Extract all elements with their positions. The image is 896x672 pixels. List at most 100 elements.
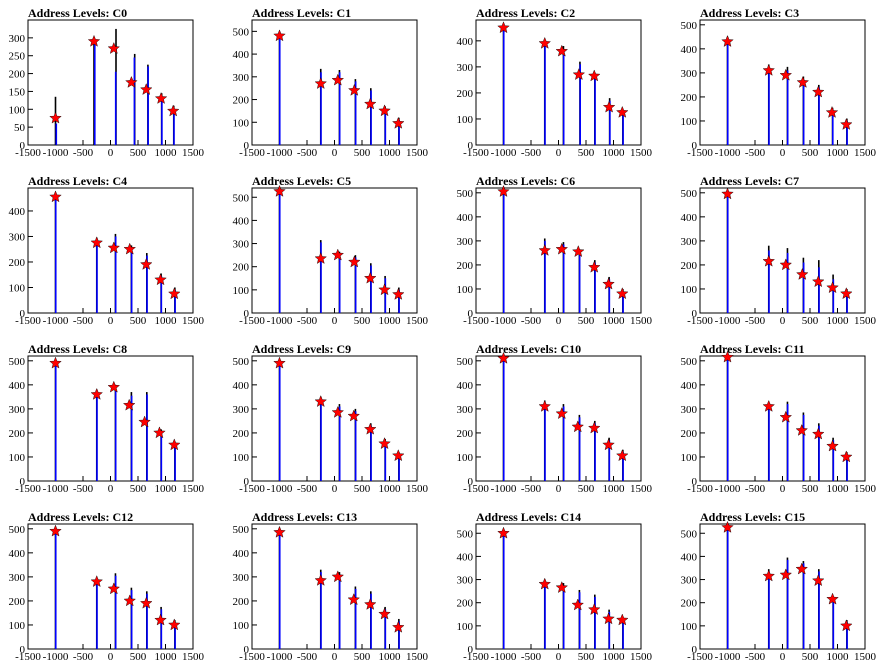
chart-title: Address Levels: C0	[28, 6, 127, 20]
bar-blue	[96, 582, 98, 649]
x-tick-label: 1000	[603, 315, 626, 327]
x-tick-label: -500	[745, 651, 766, 663]
bar-blue	[594, 423, 596, 481]
x-tick-label: -1500	[463, 315, 489, 327]
peak-marker	[314, 252, 327, 264]
x-tick-label: 1500	[630, 315, 653, 327]
peak-marker	[392, 116, 405, 129]
y-tick-label: 200	[457, 260, 474, 272]
y-tick-label: 500	[233, 192, 250, 204]
y-tick-label: 300	[681, 575, 698, 587]
x-tick-label: -500	[73, 483, 94, 495]
bar-blue	[802, 563, 805, 649]
x-tick-label: 1500	[854, 651, 877, 663]
bar-blue	[608, 611, 611, 649]
peak-marker	[168, 438, 181, 451]
peak-marker	[90, 236, 103, 249]
chart-panel: Address Levels: C4 0 100 200 300 400 -1500 -100…	[9, 174, 205, 327]
bar-blue	[786, 252, 789, 313]
peak-marker	[572, 68, 586, 80]
x-tick-label: 0	[780, 315, 786, 327]
peak-marker	[364, 97, 377, 110]
peak-marker	[812, 574, 825, 587]
x-tick-label: -1000	[267, 147, 293, 159]
bar-blue	[354, 411, 357, 481]
y-tick-label: 300	[457, 236, 474, 248]
x-tick-label: 500	[802, 483, 819, 495]
peak-marker	[538, 399, 551, 412]
y-tick-label: 50	[14, 122, 26, 134]
bar-blue	[354, 81, 357, 145]
peak-marker	[90, 575, 103, 587]
peak-marker	[49, 524, 62, 537]
peak-marker	[588, 69, 601, 82]
x-tick-label: 1000	[379, 147, 402, 159]
x-tick-label: 500	[354, 147, 371, 159]
x-tick-label: 1000	[827, 651, 850, 663]
bar-blue	[578, 417, 581, 481]
y-tick-label: 500	[681, 20, 698, 32]
peak-marker	[140, 257, 153, 270]
x-tick-label: 1500	[182, 483, 205, 495]
x-tick-label: 1500	[854, 315, 877, 327]
y-tick-label: 100	[233, 452, 250, 464]
peak-marker	[392, 620, 405, 633]
peak-marker	[273, 29, 286, 42]
peak-marker	[49, 356, 62, 369]
bar-blue	[370, 425, 372, 481]
x-tick-label: 1500	[406, 483, 429, 495]
bar-blue	[786, 70, 789, 145]
peak-marker	[826, 592, 839, 605]
peak-marker	[497, 351, 510, 364]
chart-title: Address Levels: C7	[700, 174, 799, 188]
x-tick-label: 500	[354, 483, 371, 495]
plot-frame	[27, 355, 194, 482]
peak-marker	[571, 420, 584, 433]
x-tick-label: -500	[297, 651, 318, 663]
x-tick-label: 500	[130, 147, 147, 159]
bar-blue	[578, 251, 581, 313]
x-tick-label: 0	[780, 651, 786, 663]
chart-panel: Address Levels: C14 0 100 200 300 400 500 -1500…	[457, 510, 653, 663]
peak-marker	[138, 415, 151, 428]
x-tick-label: 1500	[854, 483, 877, 495]
x-tick-label: -1500	[239, 147, 265, 159]
x-tick-label: -500	[521, 315, 542, 327]
bar-blue	[768, 250, 770, 313]
peak-marker	[154, 92, 168, 104]
y-tick-label: 300	[9, 33, 26, 45]
bar-blue	[94, 39, 96, 146]
y-tick-label: 0	[20, 308, 26, 320]
y-tick-label: 300	[233, 239, 250, 251]
y-tick-label: 200	[233, 262, 250, 274]
bar-blue	[502, 27, 505, 145]
bar-blue	[55, 123, 58, 145]
bar-blue	[338, 72, 341, 145]
bar-blue	[622, 621, 624, 649]
bar-blue	[846, 291, 848, 313]
bar-blue	[846, 454, 848, 481]
x-tick-label: 1500	[630, 651, 653, 663]
y-tick-label: 500	[233, 26, 250, 38]
bar-blue	[398, 289, 400, 313]
y-tick-label: 500	[681, 188, 698, 200]
y-tick-label: 300	[233, 572, 250, 584]
plot-frame	[699, 187, 866, 314]
y-tick-label: 0	[20, 140, 26, 152]
x-tick-label: 1500	[630, 147, 653, 159]
chart-title: Address Levels: C2	[476, 6, 575, 20]
peak-marker	[154, 273, 167, 286]
bar-blue	[802, 262, 805, 313]
bar-blue	[384, 441, 387, 481]
bar-blue	[146, 255, 148, 313]
x-tick-label: 500	[578, 147, 595, 159]
peak-marker	[378, 607, 391, 620]
y-tick-label: 400	[457, 551, 474, 563]
x-tick-label: 0	[332, 651, 338, 663]
x-tick-label: 0	[780, 483, 786, 495]
y-tick-label: 300	[681, 236, 698, 248]
peak-marker	[168, 618, 181, 631]
x-tick-label: -1000	[491, 651, 517, 663]
peak-marker	[122, 398, 136, 411]
